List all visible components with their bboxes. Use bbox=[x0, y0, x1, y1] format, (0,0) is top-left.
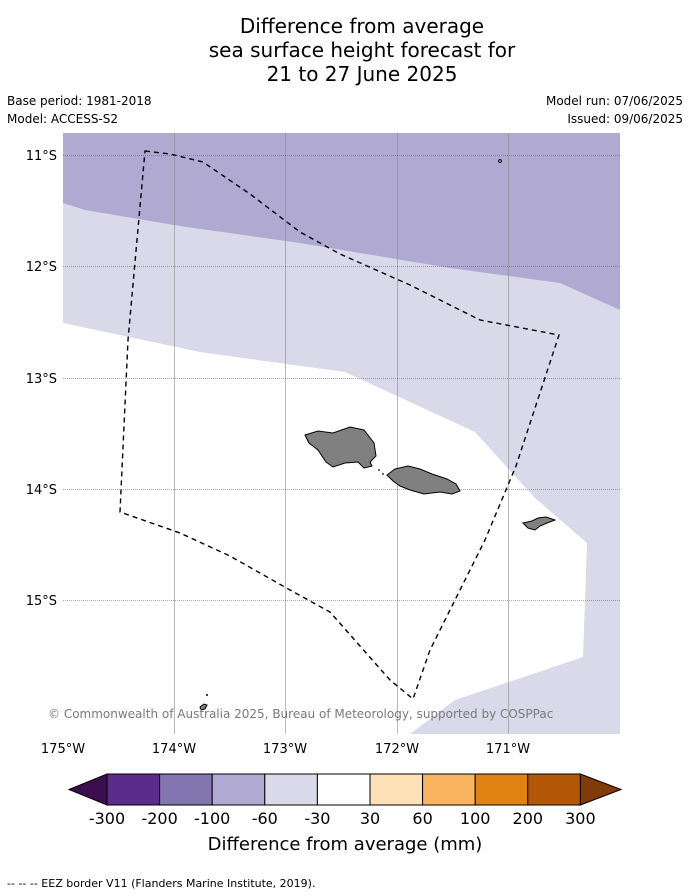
eez-border bbox=[119, 150, 560, 701]
colorbar-segment bbox=[474, 773, 529, 806]
colorbar-extend-high bbox=[579, 773, 623, 806]
title-line-2: sea surface height forecast for bbox=[208, 38, 516, 62]
savaii-island bbox=[304, 426, 377, 469]
anomaly-band-dark bbox=[63, 133, 620, 310]
colorbar-tick-label: 30 bbox=[360, 809, 380, 828]
colorbar-tick-label: -200 bbox=[141, 809, 177, 828]
base-period-label: Base period: 1981-2018 bbox=[7, 94, 152, 108]
map-area bbox=[63, 133, 620, 734]
small-islet-north bbox=[498, 159, 502, 163]
colorbar-segment bbox=[369, 773, 424, 806]
lat-label-14s: 14°S bbox=[26, 483, 57, 498]
colorbar-tick-label: 100 bbox=[460, 809, 491, 828]
gridlines bbox=[174, 133, 509, 734]
eez-legend-footnote: -- -- -- EEZ border V11 (Flanders Marine… bbox=[7, 877, 316, 890]
issued-label: Issued: 09/06/2025 bbox=[567, 112, 683, 126]
small-islet-mid bbox=[206, 694, 208, 696]
colorbar-segment bbox=[264, 773, 318, 806]
lon-label-171w: 171°W bbox=[486, 742, 530, 757]
map-title: Difference from average sea surface heig… bbox=[0, 14, 690, 86]
apolima-islet bbox=[378, 469, 380, 471]
small-islet-south bbox=[199, 703, 208, 711]
lat-label-12s: 12°S bbox=[26, 260, 57, 275]
lat-label-11s: 11°S bbox=[26, 149, 57, 164]
title-line-3: 21 to 27 June 2025 bbox=[266, 62, 458, 86]
colorbar-tick-label: 300 bbox=[565, 809, 596, 828]
colorbar-tick-label: -30 bbox=[304, 809, 330, 828]
colorbar-segment bbox=[527, 773, 581, 806]
colorbar-tick-label: -60 bbox=[252, 809, 278, 828]
manono-islet bbox=[382, 473, 384, 475]
colorbar-tick-label: 60 bbox=[412, 809, 432, 828]
colorbar-segment bbox=[422, 773, 476, 806]
lon-label-173w: 173°W bbox=[263, 742, 307, 757]
colorbar-segment bbox=[106, 773, 161, 806]
title-line-1: Difference from average bbox=[239, 14, 485, 38]
colorbar-segment bbox=[211, 773, 266, 806]
model-label: Model: ACCESS-S2 bbox=[7, 112, 119, 126]
lat-label-15s: 15°S bbox=[26, 594, 57, 609]
tutuila-island bbox=[522, 516, 557, 531]
colorbar-segment bbox=[159, 773, 213, 806]
lat-gridlines bbox=[63, 155, 620, 601]
colorbar: -300 -200 -100 -60 -30 30 60 100 200 300 bbox=[67, 773, 623, 828]
colorbar-title: Difference from average (mm) bbox=[208, 834, 483, 855]
lat-label-13s: 13°S bbox=[26, 372, 57, 387]
lon-label-175w: 175°W bbox=[41, 742, 85, 757]
lon-label-172w: 172°W bbox=[375, 742, 419, 757]
copyright-text: © Commonwealth of Australia 2025, Bureau… bbox=[48, 707, 553, 721]
lon-label-174w: 174°W bbox=[152, 742, 196, 757]
colorbar-extend-low bbox=[67, 773, 108, 806]
colorbar-tick-label: -100 bbox=[194, 809, 230, 828]
colorbar-tick-label: -300 bbox=[89, 809, 125, 828]
model-run-label: Model run: 07/06/2025 bbox=[545, 94, 683, 108]
colorbar-segment bbox=[316, 773, 371, 806]
colorbar-tick-label: 200 bbox=[513, 809, 544, 828]
upolu-island bbox=[386, 465, 461, 495]
anomaly-band-light bbox=[63, 133, 620, 734]
